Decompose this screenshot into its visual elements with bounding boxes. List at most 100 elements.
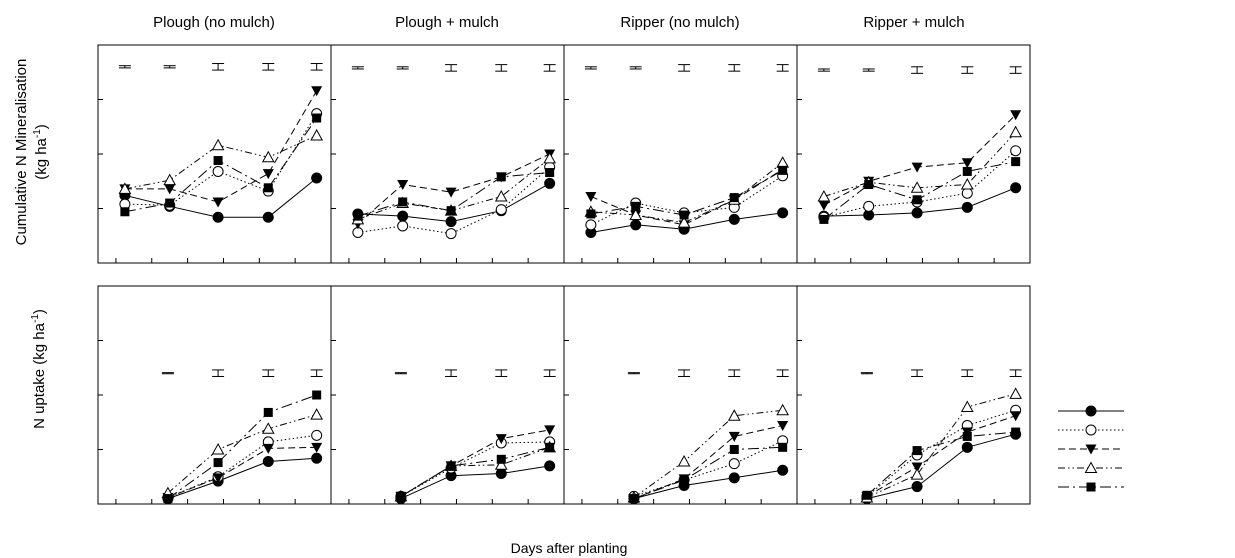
data-point (962, 431, 972, 441)
data-point (960, 177, 974, 190)
data-point (1010, 145, 1022, 157)
panel (563, 285, 798, 505)
column-title: Plough (no mulch) (153, 14, 275, 31)
data-point (310, 408, 324, 420)
data-point (728, 458, 740, 470)
row-ylabel-mineralisation: Cumulative N Mineralisation (13, 59, 30, 246)
data-point (910, 468, 924, 480)
series-line (633, 446, 783, 500)
data-point (164, 184, 176, 195)
data-point (311, 86, 323, 97)
data-point (776, 156, 790, 168)
error-bar (911, 66, 924, 74)
data-point (778, 165, 788, 175)
legend-marker (1086, 482, 1096, 492)
column-title: Ripper + mulch (863, 14, 964, 31)
column-title: Ripper (no mulch) (620, 14, 739, 31)
series-line (357, 153, 550, 225)
data-point (777, 464, 789, 476)
data-point (1009, 387, 1023, 399)
data-point (495, 434, 507, 445)
data-point (212, 165, 224, 177)
error-bar (163, 65, 176, 69)
data-point (165, 198, 175, 208)
data-point (543, 151, 557, 164)
data-point (445, 187, 457, 198)
data-point (1010, 411, 1022, 422)
data-point (446, 461, 456, 471)
data-point (727, 409, 741, 421)
data-point (163, 173, 177, 186)
data-point (211, 442, 225, 455)
data-point (496, 454, 506, 464)
error-bar (961, 66, 974, 74)
ylabel-close: ) (31, 309, 48, 314)
column-title: Plough + mulch (395, 14, 499, 31)
legend-item (1058, 424, 1124, 436)
data-point (631, 201, 641, 211)
data-point (446, 206, 456, 216)
series-line (633, 469, 783, 500)
data-point (261, 422, 275, 434)
data-point (961, 158, 973, 169)
series-line (866, 433, 1016, 500)
data-point (397, 220, 409, 232)
data-point (311, 452, 323, 464)
legend-marker (1085, 405, 1097, 417)
data-point (911, 162, 923, 173)
series-line (633, 440, 783, 497)
series-line (633, 409, 783, 498)
data-point (398, 197, 408, 207)
data-point (353, 211, 363, 221)
data-point (311, 172, 323, 184)
data-point (311, 442, 323, 453)
data-point (961, 187, 973, 199)
ylabel-sup: -1 (32, 129, 43, 138)
panel (97, 285, 332, 505)
data-point (1010, 110, 1022, 121)
series-line (590, 175, 783, 226)
data-point (213, 458, 223, 468)
data-point (120, 207, 130, 217)
error-bar (860, 372, 873, 375)
error-bar (911, 369, 924, 377)
legend-item (1058, 444, 1124, 455)
data-point (211, 138, 225, 151)
data-point (445, 216, 457, 228)
data-point (585, 192, 597, 203)
panel (563, 44, 798, 264)
data-point (312, 113, 322, 123)
series-line (400, 465, 550, 500)
ylabel-text: Cumulative N Mineralisation (13, 59, 30, 246)
error-bar (543, 64, 556, 72)
error-bar (961, 369, 974, 377)
data-point (1011, 427, 1021, 437)
series-line (866, 409, 1016, 497)
error-bar (212, 369, 225, 377)
data-point (544, 460, 556, 472)
series-line (590, 162, 784, 224)
data-point (818, 200, 830, 211)
error-bar (396, 66, 409, 70)
data-point (911, 481, 923, 493)
data-point (960, 400, 974, 412)
series-line (400, 446, 550, 497)
data-point (911, 207, 923, 219)
data-point (262, 211, 274, 223)
panel (796, 44, 1031, 264)
data-point (312, 390, 322, 400)
data-point (397, 210, 409, 222)
error-bar (1009, 369, 1022, 377)
data-point (263, 183, 273, 193)
plot-frame (97, 44, 332, 264)
series-line (866, 415, 1016, 497)
series-line (167, 394, 317, 500)
data-point (262, 169, 274, 180)
error-bar (161, 372, 174, 375)
error-bar (728, 369, 741, 377)
column-titles: Plough (no mulch) Plough + mulch Ripper … (153, 14, 965, 31)
data-point (545, 168, 555, 178)
data-point (445, 228, 457, 240)
row-ylabel-mineralisation-unit: (kg ha-1) (32, 124, 50, 180)
series-line (167, 434, 317, 498)
